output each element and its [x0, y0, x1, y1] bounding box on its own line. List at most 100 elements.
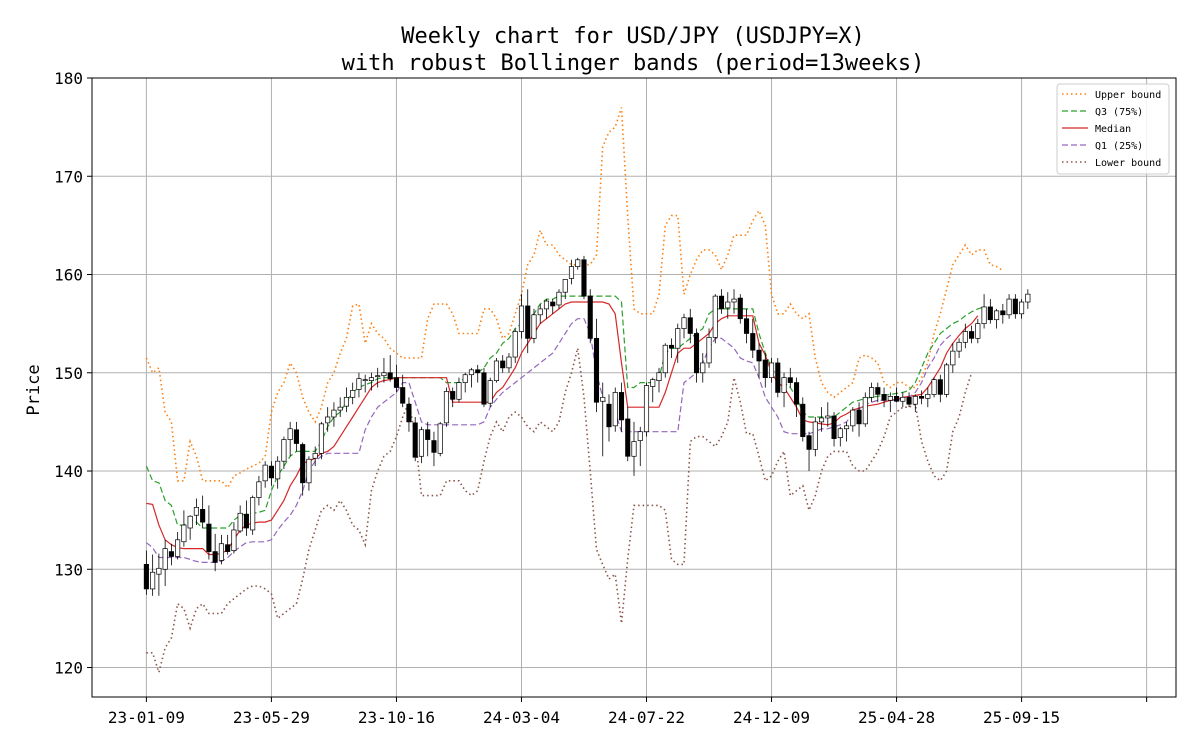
x-tick-label: 23-10-16 — [358, 708, 435, 727]
candle-body-up — [306, 458, 312, 484]
y-axis-label: Price — [24, 364, 44, 415]
candle-body-up — [337, 406, 343, 411]
series-line-lower — [146, 348, 973, 676]
candle-body-down — [293, 429, 299, 444]
y-tick-label: 130 — [54, 560, 83, 579]
candle-body-up — [250, 497, 256, 531]
candle-body-down — [412, 422, 418, 458]
candle-body-up — [981, 306, 987, 324]
candle-body-up — [325, 416, 331, 424]
candle-body-down — [450, 391, 456, 400]
candle-body-down — [206, 523, 212, 552]
candle-body-down — [750, 333, 756, 351]
candle-body-down — [693, 333, 700, 374]
candle-body-down — [406, 403, 412, 423]
candlesticks — [143, 255, 1031, 596]
candle-body-up — [931, 379, 937, 395]
candle-body-down — [225, 544, 231, 552]
candle-body-down — [200, 508, 206, 523]
candle-body-down — [937, 379, 943, 395]
candle-body-up — [162, 548, 168, 570]
candle-body-down — [756, 349, 762, 362]
candle-body-up — [193, 507, 199, 516]
candle-body-down — [300, 444, 306, 484]
candle-body-down — [431, 440, 437, 453]
candle-body-down — [1012, 298, 1018, 315]
candle-body-up — [956, 341, 962, 352]
candle-body-up — [731, 298, 737, 303]
candle-body-up — [662, 344, 668, 374]
legend-box — [1056, 83, 1170, 175]
candle-body-up — [912, 395, 918, 405]
candle-body-up — [612, 392, 618, 427]
x-tick-label: 24-03-04 — [483, 708, 560, 727]
candle-body-down — [787, 377, 793, 383]
band-lines — [145, 107, 1004, 676]
x-tick-label: 23-01-09 — [108, 708, 185, 727]
candle-body-up — [681, 317, 687, 329]
candle-body-down — [625, 418, 631, 457]
candle-body-down — [481, 372, 487, 405]
candle-body-down — [593, 338, 600, 403]
candle-body-up — [1006, 298, 1012, 316]
candle-body-up — [462, 374, 468, 383]
candle-body-down — [762, 359, 768, 379]
series-line-median — [146, 301, 979, 556]
candle-body-up — [562, 279, 568, 293]
candle-body-up — [275, 460, 281, 480]
candle-body-down — [687, 317, 693, 334]
candle-body-up — [869, 387, 875, 398]
candle-body-down — [425, 429, 431, 440]
candle-body-up — [381, 372, 387, 377]
candle-body-up — [568, 266, 575, 279]
candle-body-down — [475, 369, 481, 374]
candle-body-up — [418, 429, 425, 457]
candle-body-up — [706, 337, 712, 364]
candle-body-down — [831, 415, 837, 439]
candle-body-up — [218, 543, 224, 561]
candle-body-up — [700, 362, 706, 374]
plot-frame — [91, 77, 1177, 698]
series-line-upper — [145, 107, 1004, 490]
candle-body-down — [806, 435, 812, 450]
candle-body-up — [237, 512, 243, 532]
candle-body-down — [168, 551, 174, 557]
candle-body-down — [606, 403, 612, 428]
candle-body-down — [793, 382, 800, 405]
legend-label-q1: Q1 (25%) — [1095, 141, 1143, 152]
candle-body-up — [862, 396, 868, 425]
candle-body-up — [256, 481, 262, 498]
candle-body-up — [156, 567, 162, 575]
candle-body-up — [468, 369, 475, 376]
candle-body-down — [143, 564, 149, 590]
candle-body-down — [894, 395, 900, 402]
candle-body-down — [919, 395, 925, 399]
candle-body-up — [187, 515, 193, 529]
candle-body-down — [243, 513, 249, 529]
candle-body-down — [500, 360, 506, 369]
candle-body-up — [443, 391, 450, 424]
candle-body-up — [1019, 301, 1025, 315]
candle-body-up — [518, 305, 525, 332]
candle-body-up — [150, 571, 156, 590]
candle-body-up — [818, 417, 825, 423]
candle-body-up — [356, 378, 362, 390]
candle-body-up — [537, 308, 543, 316]
candle-body-down — [212, 551, 218, 563]
candle-body-down — [581, 259, 587, 297]
candle-body-up — [656, 372, 662, 381]
candle-body-up — [812, 421, 818, 450]
candle-body-up — [675, 328, 681, 349]
legend-label-upper: Upper bound — [1095, 90, 1161, 101]
candle-body-down — [268, 465, 274, 479]
candle-body-down — [618, 392, 625, 421]
candle-body-down — [668, 344, 675, 349]
candle-body-down — [550, 301, 556, 307]
candle-body-down — [718, 295, 725, 310]
candle-body-up — [950, 350, 956, 366]
candle-body-up — [318, 423, 324, 454]
legend-label-median: Median — [1095, 124, 1131, 135]
candle-body-up — [331, 409, 337, 418]
candle-body-up — [850, 409, 856, 427]
candle-body-down — [775, 362, 781, 393]
